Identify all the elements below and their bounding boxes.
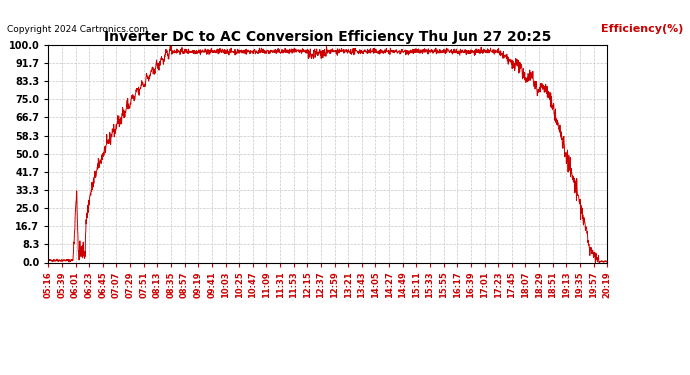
Text: Efficiency(%): Efficiency(%) [601, 24, 683, 34]
Text: Copyright 2024 Cartronics.com: Copyright 2024 Cartronics.com [7, 25, 148, 34]
Title: Inverter DC to AC Conversion Efficiency Thu Jun 27 20:25: Inverter DC to AC Conversion Efficiency … [104, 30, 551, 44]
